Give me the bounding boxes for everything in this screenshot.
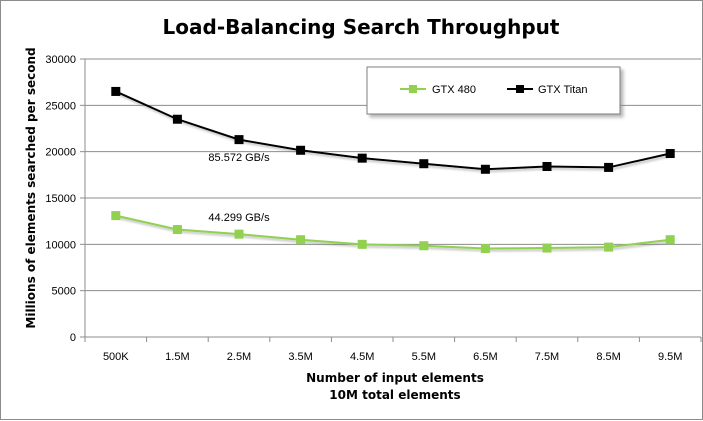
legend-label-titan: GTX Titan	[538, 84, 588, 96]
data-point-gtx-480	[604, 242, 614, 252]
legend-marker-titan	[516, 85, 524, 93]
y-tick-label: 15000	[45, 193, 76, 205]
y-tick-label: 5000	[52, 286, 76, 298]
x-tick-label: 7.5M	[535, 351, 559, 363]
y-tick-label: 0	[70, 332, 76, 344]
series-line-gtx-480	[115, 214, 671, 250]
y-tick-label: 10000	[45, 239, 76, 251]
x-tick-label: 9.5M	[658, 351, 682, 363]
data-point-gtx-titan	[419, 159, 429, 169]
x-tick-label: 500K	[103, 351, 129, 363]
x-tick-label: 2.5M	[227, 351, 251, 363]
chart-title: Load-Balancing Search Throughput	[163, 15, 560, 39]
y-axis-title: Millions of elements searched per second	[24, 47, 38, 328]
data-point-gtx-titan	[665, 149, 675, 159]
legend: GTX 480 GTX Titan	[366, 66, 621, 115]
data-point-gtx-titan	[172, 114, 182, 124]
data-point-gtx-480	[172, 225, 182, 235]
x-tick-label: 1.5M	[165, 351, 189, 363]
y-tick-label: 25000	[45, 100, 76, 112]
y-tick-label: 30000	[45, 54, 76, 66]
data-point-gtx-480	[296, 235, 306, 245]
data-point-gtx-titan	[480, 164, 490, 174]
data-point-gtx-titan	[296, 145, 306, 155]
data-point-gtx-titan	[604, 162, 614, 172]
data-point-gtx-titan	[357, 153, 367, 163]
annotation-gtx480: 44.299 GB/s	[208, 212, 270, 224]
x-axis-subtitle: 10M total elements	[329, 388, 460, 402]
data-point-gtx-480	[665, 235, 675, 245]
x-tick-label: 3.5M	[288, 351, 312, 363]
data-point-gtx-titan	[234, 135, 244, 145]
data-point-gtx-480	[419, 241, 429, 251]
data-point-gtx-480	[111, 211, 121, 221]
x-tick-labels: 500K 1.5M 2.5M 3.5M 4.5M 5.5M 6.5M 7.5M 8.5M 9.5M	[103, 351, 682, 363]
x-tick-label: 4.5M	[350, 351, 374, 363]
data-point-gtx-titan	[542, 161, 552, 171]
data-point-gtx-480	[480, 244, 490, 254]
series-line-gtx-titan	[115, 90, 671, 171]
axes	[80, 58, 702, 342]
data-point-gtx-480	[234, 229, 244, 239]
x-axis-title: Number of input elements	[306, 371, 484, 385]
legend-label-gtx480: GTX 480	[432, 84, 476, 96]
x-tick-label: 8.5M	[596, 351, 620, 363]
y-tick-labels: 0 5000 10000 15000 20000 25000 30000	[45, 54, 76, 344]
legend-box	[366, 66, 621, 115]
series-lines	[111, 86, 675, 254]
data-point-gtx-480	[542, 243, 552, 253]
y-tick-label: 20000	[45, 147, 76, 159]
legend-marker-gtx480	[409, 85, 417, 93]
x-tick-label: 5.5M	[412, 351, 436, 363]
x-tick-label: 6.5M	[473, 351, 497, 363]
data-point-gtx-titan	[111, 86, 121, 96]
data-point-gtx-480	[357, 239, 367, 249]
annotation-titan: 85.572 GB/s	[208, 152, 270, 164]
